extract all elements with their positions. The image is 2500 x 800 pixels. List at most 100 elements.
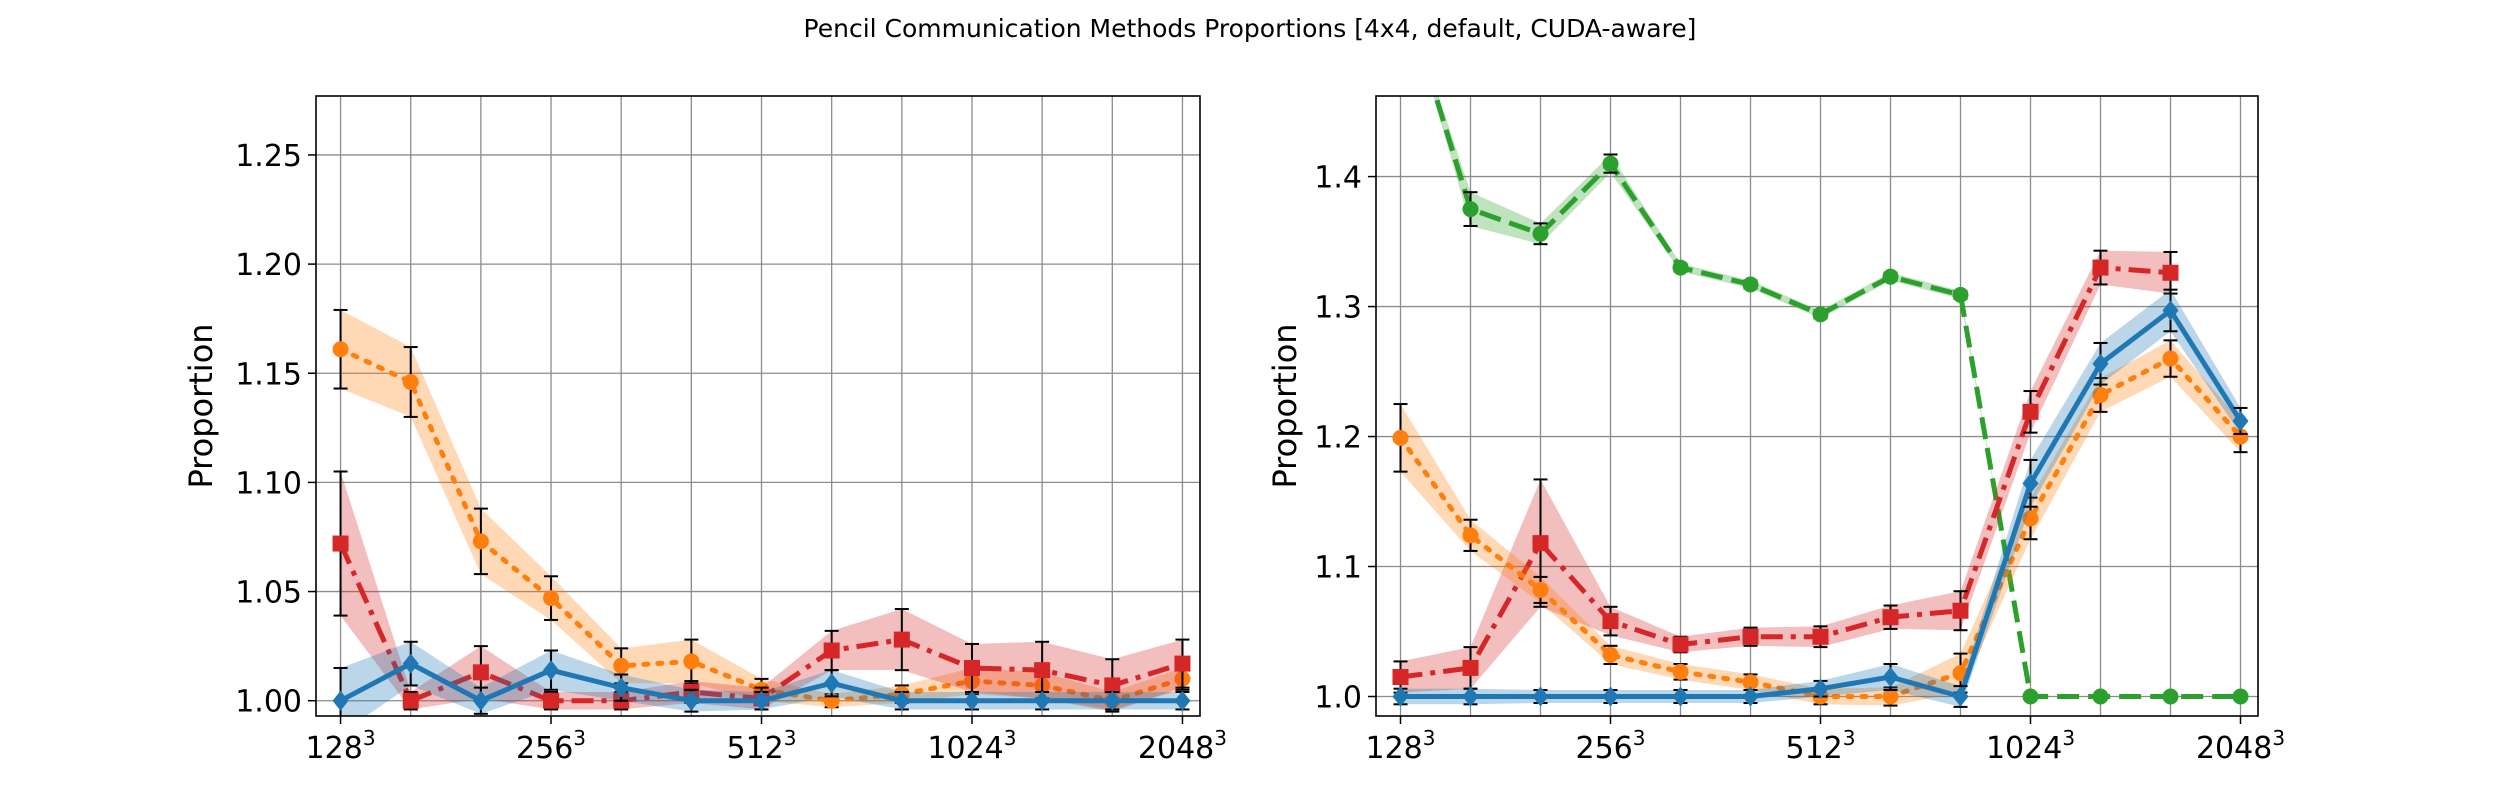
right-chart-y-axis-label: Proportion <box>1266 323 1304 488</box>
left-chart-plot-area <box>332 308 1191 716</box>
left-chart-blue-series-point <box>613 677 630 698</box>
left-chart-red-series-point <box>963 659 980 676</box>
right-chart-red-series-point <box>1532 535 1549 552</box>
left-chart-red-series-point <box>472 664 489 681</box>
right-chart-green-series-point <box>2022 688 2039 705</box>
right-chart-ytick-label: 1.2 <box>1314 421 1362 456</box>
right-chart-orange-series-point <box>2022 510 2039 527</box>
right-chart-xtick-label: 20483 <box>2196 726 2285 766</box>
right-chart-green-series-point <box>1882 268 1899 285</box>
right-chart-xtick-label: 1283 <box>1366 726 1436 766</box>
right-chart-orange-series-point <box>2232 428 2249 445</box>
left-chart-blue-series-point <box>1174 690 1191 711</box>
right-chart-green-series-point <box>1462 201 1479 218</box>
left-chart-x-axis: 1283 2563 5123 10243 20483 <box>306 716 1227 766</box>
right-chart-orange-series-point <box>1392 429 1409 446</box>
left-chart-blue-series-point <box>753 690 770 711</box>
right-chart-red-series <box>1392 249 2179 694</box>
left-chart-xtick-label: 5123 <box>727 726 797 766</box>
left-chart-red-series-point <box>893 631 910 648</box>
right-chart-red-series-point <box>1672 636 1689 653</box>
right-chart-blue-series-point <box>1742 686 1759 707</box>
right-chart-orange-series-point <box>1602 646 1619 663</box>
left-chart-blue-series-point <box>683 690 700 711</box>
left-chart-red-series-point <box>1104 677 1121 694</box>
right-chart-red-series-point <box>1882 609 1899 626</box>
right-chart-orange-series-point <box>1672 663 1689 680</box>
left-chart-blue-series-point <box>402 653 419 674</box>
left-chart-red-series-point <box>402 692 419 709</box>
right-chart-red-series-point <box>1392 669 1409 686</box>
right-chart-blue-series-point <box>1672 686 1689 707</box>
right-chart-red-series-point <box>1462 659 1479 676</box>
left-chart-orange-series-point <box>332 341 349 358</box>
left-chart-orange-series-point <box>543 590 560 607</box>
left-chart-frame <box>315 95 1201 717</box>
left-chart-y-axis-label: Proportion <box>182 323 220 488</box>
left-chart-blue-series-point <box>332 690 349 711</box>
left-chart-ytick-label: 1.10 <box>235 466 302 501</box>
left-chart-blue-series-point <box>1034 690 1051 711</box>
left-chart-red-series-point <box>332 535 349 552</box>
left-chart-xtick-label: 2563 <box>516 726 586 766</box>
right-chart-green-series-point <box>2162 688 2179 705</box>
left-chart-blue-series-point <box>472 690 489 711</box>
left-chart-blue-series <box>332 640 1191 716</box>
right-chart-blue-series-point <box>2162 300 2179 321</box>
left-chart-red-series-point <box>1174 655 1191 672</box>
right-chart-blue-series-point <box>1952 686 1969 707</box>
left-chart-red-series-point <box>543 692 560 709</box>
right-chart-orange-series-point <box>2162 350 2179 367</box>
right-chart-blue-series-point <box>1882 667 1899 688</box>
left-chart-xtick-label: 1283 <box>306 726 376 766</box>
right-chart-green-series-point <box>1812 306 1829 323</box>
left-chart-xtick-label: 20483 <box>1138 726 1227 766</box>
right-chart-plot-area <box>1392 96 2249 708</box>
right-chart-blue-series-point <box>1812 678 1829 699</box>
right-chart-red-series-error-band <box>1400 250 2171 693</box>
right-chart-red-series-point <box>1952 602 1969 619</box>
right-chart-xtick-label: 2563 <box>1576 726 1646 766</box>
right-chart-frame <box>1375 95 2259 717</box>
right-chart-blue-series-point <box>1532 686 1549 707</box>
left-chart-xtick-label: 10243 <box>927 726 1016 766</box>
right-chart-blue-series-point <box>2232 410 2249 431</box>
right-chart-blue-series-point <box>2022 473 2039 494</box>
right-chart-green-series-point <box>1952 286 1969 303</box>
right-chart-ytick-label: 1.0 <box>1314 681 1362 716</box>
right-chart-xtick-label: 5123 <box>1786 726 1856 766</box>
right-chart-orange-series-point <box>1532 581 1549 598</box>
right-chart-blue-series-point <box>1602 686 1619 707</box>
right-chart-red-series-point <box>2022 403 2039 420</box>
left-chart-blue-series-point <box>963 690 980 711</box>
right-chart-ytick-label: 1.3 <box>1314 291 1362 326</box>
left-chart-y-axis: 1.00 1.05 1.10 1.15 1.20 1.25 <box>235 139 316 720</box>
left-chart-blue-series-point <box>1104 690 1121 711</box>
right-chart-ytick-label: 1.4 <box>1314 161 1362 196</box>
left-chart-ytick-label: 1.15 <box>235 357 302 392</box>
right-chart-orange-series-point <box>1462 527 1479 544</box>
right-chart-blue-series-point <box>1392 686 1409 707</box>
right-chart-x-axis: 1283 2563 5123 10243 20483 <box>1366 716 2285 766</box>
left-chart-orange-series-point <box>472 533 489 550</box>
right-chart-red-series-point <box>2162 264 2179 281</box>
left-chart-red-series <box>332 470 1191 713</box>
left-chart-red-series-point <box>1034 662 1051 679</box>
right-chart-red-series-point <box>1742 628 1759 645</box>
left-chart-ytick-label: 1.25 <box>235 139 302 174</box>
right-chart-red-series-point <box>2092 259 2109 276</box>
left-chart-ytick-label: 1.20 <box>235 248 302 283</box>
left-chart-red-series-point <box>823 642 840 659</box>
right-chart-blue-series-error-band <box>1400 289 2241 707</box>
right-chart-green-series-point <box>2232 688 2249 705</box>
right-chart-blue-series <box>1392 288 2249 708</box>
right-chart-green-series-point <box>1532 225 1549 242</box>
right-chart-panel: 1.0 1.1 1.2 1.3 1.4 1283 2563 5123 10243 20483 P… <box>1266 95 2285 766</box>
right-chart-red-series-line <box>1400 265 2171 680</box>
left-chart-blue-series-point <box>893 690 910 711</box>
left-chart-ytick-label: 1.00 <box>235 685 302 720</box>
right-chart-orange-series-error-band <box>1400 340 2241 706</box>
figure-title: Pencil Communication Methods Proportions… <box>803 14 1697 43</box>
right-chart-orange-series-point <box>2092 386 2109 403</box>
